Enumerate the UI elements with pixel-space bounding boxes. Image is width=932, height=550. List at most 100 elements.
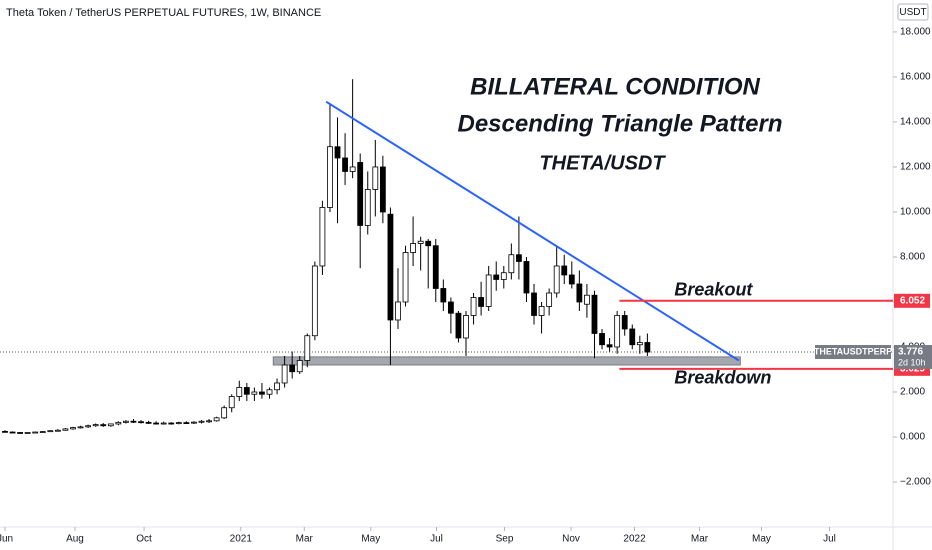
currency: USDT (899, 7, 926, 18)
y-tick-label: 14.000 (900, 117, 931, 128)
candle-body (281, 364, 288, 384)
candle-body (576, 283, 583, 303)
candle-body (213, 417, 220, 422)
level-price: 6.052 (900, 295, 925, 306)
candle-body (259, 391, 265, 395)
level-name: Breakout (674, 280, 753, 300)
candle-body (9, 431, 16, 434)
candle-body (319, 207, 326, 267)
candle-body (191, 421, 197, 424)
candle-body (228, 396, 235, 409)
candle-body (100, 424, 107, 427)
symbol-box (815, 345, 891, 360)
y-tick-label: 12.000 (900, 162, 931, 173)
candle-body (138, 421, 144, 424)
candle-body (395, 301, 401, 321)
currency-box[interactable] (897, 3, 929, 21)
y-tick-label: −2.000 (900, 477, 931, 488)
candle-body (2, 430, 8, 433)
x-tick-label: 2021 (230, 534, 253, 545)
candle-body (568, 274, 575, 285)
annotation: THETA/USDT (539, 152, 666, 174)
last-price-box (894, 345, 932, 370)
candle-body (70, 427, 76, 430)
candle-body (62, 428, 69, 431)
candle-body (417, 240, 424, 244)
x-tick-label: Mar (296, 534, 314, 545)
x-tick-label: Jun (0, 534, 13, 545)
candle-body (387, 213, 394, 321)
x-tick-label: Oct (136, 534, 152, 545)
candle-body (553, 265, 560, 294)
candle-body (123, 420, 129, 423)
candle-body (636, 342, 643, 346)
candle-body (493, 274, 500, 280)
candle-body (198, 420, 205, 423)
candle-body (644, 342, 651, 353)
candle-body (485, 274, 492, 307)
candle-body (107, 423, 114, 427)
candle-body (440, 288, 447, 303)
candle-body (92, 424, 99, 427)
candle-body (327, 146, 333, 208)
x-tick-label: Aug (66, 534, 84, 545)
x-tick-label: 2022 (623, 534, 646, 545)
candle-body (629, 328, 636, 346)
candle-body (410, 243, 416, 253)
candle-body (311, 265, 318, 337)
candle-body (357, 162, 364, 226)
candle-body (372, 166, 379, 190)
x-tick-label: Nov (562, 534, 580, 545)
candle-body (379, 166, 386, 213)
candle-body (85, 425, 92, 428)
candle-body (160, 422, 167, 425)
candle-body (304, 335, 311, 361)
x-tick-label: May (752, 534, 771, 545)
level-name: Breakdown (674, 368, 771, 388)
y-tick-label: 0.000 (900, 432, 925, 443)
candle-body (251, 391, 258, 395)
x-tick-label: Mar (691, 534, 709, 545)
candle-body (77, 426, 84, 429)
x-tick-label: Jul (430, 534, 443, 545)
candle-body (39, 431, 46, 433)
candle-body (266, 389, 273, 395)
candle-body (236, 387, 243, 397)
candle-body (516, 254, 522, 262)
countdown: 2d 10h (898, 357, 926, 367)
candle-body (206, 420, 212, 423)
candle-body (54, 429, 61, 432)
y-tick-label: 16.000 (900, 72, 931, 83)
candle-body (425, 240, 432, 247)
symbol: THETAUSDTPERP (814, 346, 892, 356)
candle-body (523, 261, 530, 294)
candle-body (584, 294, 590, 305)
y-tick-label: 18.000 (900, 27, 931, 38)
candle-body (175, 422, 182, 424)
candle-body (364, 189, 371, 226)
candle-body (447, 301, 454, 314)
candle-body (153, 422, 160, 425)
trendline (325, 100, 740, 362)
candle-body (145, 421, 152, 424)
candle-body (183, 422, 190, 424)
candle-body (561, 265, 568, 276)
candle-body (115, 421, 122, 425)
annotation: BILLATERAL CONDITION (470, 73, 760, 100)
last-price: 3.776 (898, 347, 923, 358)
candle-body (538, 306, 545, 316)
candle-body (47, 430, 54, 433)
candle-body (455, 312, 462, 339)
candle-body (591, 294, 598, 334)
candle-body (32, 431, 39, 434)
candle-body (289, 364, 296, 373)
level-price-box (894, 293, 930, 308)
candle-body (500, 272, 507, 280)
candle-body (606, 344, 613, 348)
candle-body (221, 407, 228, 419)
x-tick-label: Jul (823, 534, 836, 545)
support-zone (272, 356, 741, 366)
candle-body (243, 387, 250, 395)
